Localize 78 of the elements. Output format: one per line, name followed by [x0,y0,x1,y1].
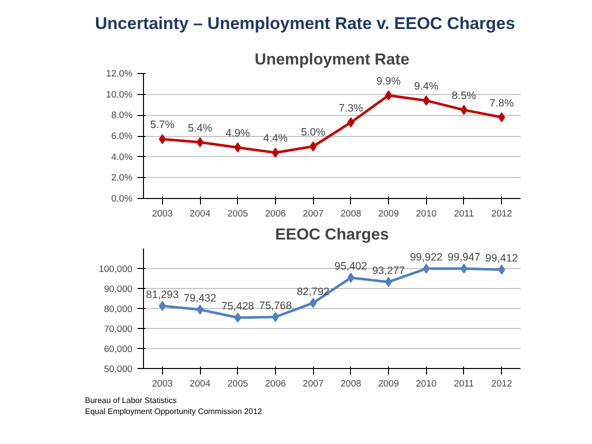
point [422,96,430,106]
x-tick-label: 2003 [152,208,173,218]
x-tick-label: 2008 [340,378,362,388]
data-label: 95,402 [334,260,368,273]
data-label: 4.9% [226,127,250,140]
point [310,298,317,308]
x-tick-label: 2007 [302,378,324,388]
y-tick-label: 60,000 [104,344,132,354]
x-tick-label: 2006 [265,378,286,388]
y-tick-label: 4.0% [111,152,133,162]
x-tick-label: 2008 [340,208,362,218]
x-tick-label: 2011 [454,378,474,388]
y-tick-label: 10.0% [106,89,133,100]
x-tick-label: 2012 [491,378,512,388]
x-tick-label: 2010 [416,378,437,388]
x-tick-label: 2007 [302,208,324,218]
point [385,90,392,100]
y-tick-label: 2.0% [111,172,133,183]
data-label: 81,293 [146,288,179,301]
y-tick-label: 100,000 [98,264,133,274]
point [272,312,279,322]
point [234,312,242,323]
data-label: 7.8% [490,97,514,110]
data-label: 5.4% [188,122,213,134]
data-label: 9.9% [376,75,402,88]
point [498,264,506,275]
point [422,264,430,274]
point [460,264,468,274]
chart-subtitle: Unemployment Rate [254,52,410,68]
x-tick-label: 2003 [152,378,173,388]
y-tick-label: 70,000 [104,324,132,334]
point [385,276,392,287]
data-label: 75,768 [259,300,292,312]
y-tick-label: 90,000 [104,284,132,294]
text: Equal Employment Opportunity Commission 2012 [85,407,262,416]
x-tick-label: 2004 [190,378,210,388]
y-tick-label: 12.0% [106,68,133,78]
x-tick-label: 2012 [491,208,512,218]
point [347,117,354,128]
data-label: 7.3% [338,102,364,114]
chart-title: Uncertainty – Unemployment Rate v. EEOC Charges [95,13,516,35]
data-label: 99,412 [485,252,518,265]
data-label: 75,428 [221,300,254,313]
x-tick-label: 2006 [265,208,286,218]
point [347,272,354,283]
point [234,142,242,152]
text: Bureau of Labor Statistics [85,396,177,405]
data-label: 79,432 [184,292,216,305]
y-tick-label: 0.0% [111,194,133,204]
y-tick-label: 8.0% [111,110,133,120]
y-tick-label: 50,000 [104,364,132,374]
x-tick-label: 2005 [227,208,248,218]
data-label: 8.5% [452,90,477,102]
x-tick-label: 2011 [454,208,474,218]
data-label: 4.4% [263,132,288,145]
point [310,141,317,152]
x-tick-label: 2010 [416,208,437,218]
data-label: 5.0% [301,126,326,138]
point [272,148,279,158]
data-label: 99,922 [410,252,443,264]
chart-title: EEOC Charges [275,226,390,244]
data-label: 82,792 [296,286,330,298]
data-label: 5.7% [150,119,176,132]
y-tick-label: 80,000 [104,304,132,314]
point [158,300,166,311]
data-label: 9.4% [414,80,439,93]
point [196,304,204,315]
x-tick-label: 2005 [227,378,248,388]
point [158,134,166,144]
data-label: 99,947 [448,252,480,264]
data-label: 93,277 [372,264,405,277]
x-tick-label: 2009 [378,208,399,218]
y-tick-label: 6.0% [111,131,133,141]
x-tick-label: 2004 [190,208,210,218]
x-tick-label: 2009 [378,378,399,388]
point [460,104,468,115]
point [498,112,506,122]
point [196,137,204,148]
